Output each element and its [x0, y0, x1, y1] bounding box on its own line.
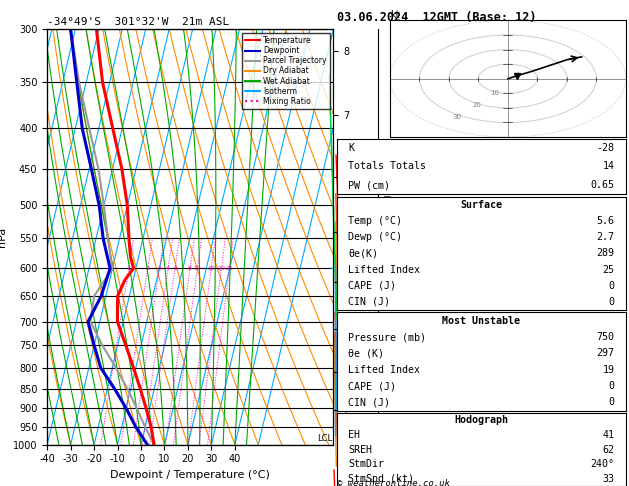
Text: CAPE (J): CAPE (J): [348, 281, 396, 291]
Text: 14: 14: [603, 161, 615, 172]
Text: 240°: 240°: [590, 459, 615, 469]
Text: 289: 289: [596, 248, 615, 259]
Text: 41: 41: [603, 430, 615, 440]
Text: 30: 30: [453, 114, 462, 120]
Text: 2: 2: [146, 266, 150, 271]
Text: Temp (°C): Temp (°C): [348, 216, 402, 226]
Text: 25: 25: [603, 264, 615, 275]
Text: Dewp (°C): Dewp (°C): [348, 232, 402, 243]
Y-axis label: km
ASL: km ASL: [362, 226, 381, 248]
Text: 5: 5: [173, 266, 177, 271]
Text: StmSpd (kt): StmSpd (kt): [348, 474, 414, 484]
Text: K: K: [348, 143, 354, 153]
Text: -34°49'S  301°32'W  21m ASL: -34°49'S 301°32'W 21m ASL: [47, 17, 230, 27]
Text: 62: 62: [603, 445, 615, 454]
Text: © weatheronline.co.uk: © weatheronline.co.uk: [337, 479, 449, 486]
Text: 10: 10: [194, 266, 201, 271]
Text: SREH: SREH: [348, 445, 372, 454]
Y-axis label: hPa: hPa: [0, 227, 8, 247]
Text: Lifted Index: Lifted Index: [348, 365, 420, 375]
Text: 15: 15: [208, 266, 215, 271]
Y-axis label: Mixing Ratio (g/kg): Mixing Ratio (g/kg): [383, 191, 393, 283]
Text: 750: 750: [596, 332, 615, 342]
Text: StmDir: StmDir: [348, 459, 384, 469]
Text: CIN (J): CIN (J): [348, 398, 390, 407]
Text: 03.06.2024  12GMT (Base: 12): 03.06.2024 12GMT (Base: 12): [337, 11, 536, 24]
Legend: Temperature, Dewpoint, Parcel Trajectory, Dry Adiabat, Wet Adiabat, Isotherm, Mi: Temperature, Dewpoint, Parcel Trajectory…: [242, 33, 330, 109]
Text: Totals Totals: Totals Totals: [348, 161, 426, 172]
Text: 0: 0: [608, 297, 615, 307]
Text: 10: 10: [491, 89, 499, 96]
Text: 8: 8: [188, 266, 192, 271]
Text: 20: 20: [218, 266, 225, 271]
Text: 4: 4: [166, 266, 170, 271]
Text: CIN (J): CIN (J): [348, 297, 390, 307]
Text: 5.6: 5.6: [596, 216, 615, 226]
Text: -28: -28: [596, 143, 615, 153]
Text: 3: 3: [157, 266, 162, 271]
X-axis label: Dewpoint / Temperature (°C): Dewpoint / Temperature (°C): [110, 470, 270, 480]
Text: 0: 0: [608, 398, 615, 407]
Text: EH: EH: [348, 430, 360, 440]
Text: LCL: LCL: [318, 434, 333, 443]
Text: PW (cm): PW (cm): [348, 180, 390, 190]
Text: 19: 19: [603, 365, 615, 375]
Text: θe(K): θe(K): [348, 248, 378, 259]
Text: CAPE (J): CAPE (J): [348, 381, 396, 391]
Text: Most Unstable: Most Unstable: [442, 316, 520, 326]
Text: 25: 25: [225, 266, 233, 271]
Text: 0: 0: [608, 381, 615, 391]
Text: Lifted Index: Lifted Index: [348, 264, 420, 275]
Text: Hodograph: Hodograph: [454, 416, 508, 425]
Text: kt: kt: [390, 10, 399, 20]
Text: 0.65: 0.65: [590, 180, 615, 190]
Text: 2.7: 2.7: [596, 232, 615, 243]
Text: Surface: Surface: [460, 200, 502, 210]
Text: θe (K): θe (K): [348, 348, 384, 358]
Text: 1: 1: [127, 266, 131, 271]
Text: 20: 20: [472, 102, 481, 108]
Text: 0: 0: [608, 281, 615, 291]
Text: 297: 297: [596, 348, 615, 358]
Text: Pressure (mb): Pressure (mb): [348, 332, 426, 342]
Text: 33: 33: [603, 474, 615, 484]
